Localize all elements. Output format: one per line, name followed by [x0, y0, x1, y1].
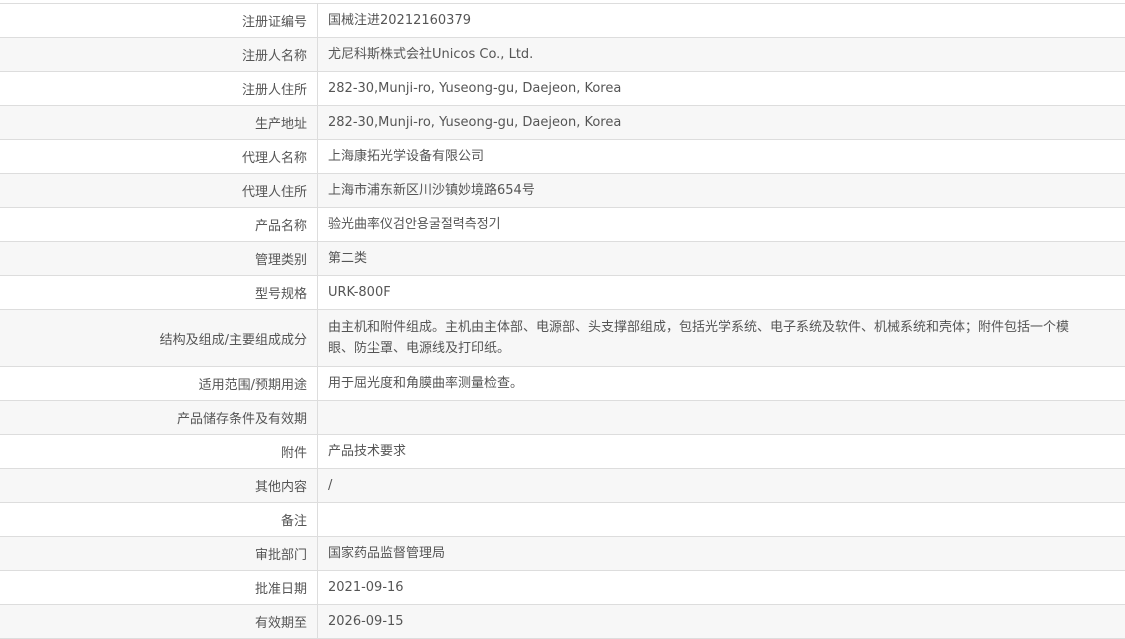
field-value: 验光曲率仪검안용굴절력측정기: [328, 217, 501, 232]
field-value-cell: 由主机和附件组成。主机由主体部、电源部、头支撑部组成，包括光学系统、电子系统及软…: [318, 310, 1125, 366]
field-value: /: [328, 478, 333, 493]
field-value-cell: 2021-09-16: [318, 571, 1125, 604]
field-value: 国械注进20212160379: [328, 13, 471, 28]
field-label: 注册证编号: [0, 4, 318, 37]
field-value: 上海康拓光学设备有限公司: [328, 149, 485, 164]
table-row: 管理类别 第二类: [0, 242, 1125, 276]
field-label: 管理类别: [0, 242, 318, 275]
table-row: 型号规格 URK-800F: [0, 276, 1125, 310]
field-value-cell: 282-30,Munji-ro, Yuseong-gu, Daejeon, Ko…: [318, 72, 1125, 105]
field-label: 附件: [0, 435, 318, 468]
field-label: 生产地址: [0, 106, 318, 139]
table-row: 注册人住所 282-30,Munji-ro, Yuseong-gu, Daejeo…: [0, 72, 1125, 106]
field-value-cell: 282-30,Munji-ro, Yuseong-gu, Daejeon, Ko…: [318, 106, 1125, 139]
field-value: 国家药品监督管理局: [328, 546, 446, 561]
field-value: 用于屈光度和角膜曲率测量检查。: [328, 376, 524, 391]
table-row: 注册证编号 国械注进20212160379: [0, 4, 1125, 38]
field-value-cell: 国家药品监督管理局: [318, 537, 1125, 570]
field-value: 2021-09-16: [328, 580, 404, 595]
field-label: 代理人名称: [0, 140, 318, 173]
table-row: 生产地址 282-30,Munji-ro, Yuseong-gu, Daejeon…: [0, 106, 1125, 140]
table-row: 注册人名称 尤尼科斯株式会社Unicos Co., Ltd.: [0, 38, 1125, 72]
field-value: 第二类: [328, 251, 368, 266]
field-value: 282-30,Munji-ro, Yuseong-gu, Daejeon, Ko…: [328, 115, 622, 130]
table-row: 产品储存条件及有效期: [0, 401, 1125, 435]
field-value-cell: 第二类: [318, 242, 1125, 275]
field-label: 批准日期: [0, 571, 318, 604]
table-row: 适用范围/预期用途 用于屈光度和角膜曲率测量检查。: [0, 367, 1125, 401]
table-row: 其他内容 /: [0, 469, 1125, 503]
field-value-cell: 产品技术要求: [318, 435, 1125, 468]
field-value-cell: 用于屈光度和角膜曲率测量检查。: [318, 367, 1125, 400]
field-label: 有效期至: [0, 605, 318, 638]
field-value-cell: 上海市浦东新区川沙镇妙境路654号: [318, 174, 1125, 207]
field-label: 备注: [0, 503, 318, 536]
field-label: 产品名称: [0, 208, 318, 241]
field-label: 审批部门: [0, 537, 318, 570]
table-row: 批准日期 2021-09-16: [0, 571, 1125, 605]
table-row: 审批部门 国家药品监督管理局: [0, 537, 1125, 571]
field-label: 产品储存条件及有效期: [0, 401, 318, 434]
field-value-cell: URK-800F: [318, 276, 1125, 309]
field-label: 注册人住所: [0, 72, 318, 105]
table-row: 结构及组成/主要组成成分 由主机和附件组成。主机由主体部、电源部、头支撑部组成，包…: [0, 310, 1125, 367]
field-value: 上海市浦东新区川沙镇妙境路654号: [328, 183, 535, 198]
field-value: 2026-09-15: [328, 614, 404, 629]
field-value: 尤尼科斯株式会社Unicos Co., Ltd.: [328, 47, 534, 62]
registration-detail-table: 注册证编号 国械注进20212160379 注册人名称 尤尼科斯株式会社Unicos …: [0, 3, 1125, 639]
table-row: 附件 产品技术要求: [0, 435, 1125, 469]
field-value-cell: [318, 503, 1125, 536]
field-label: 适用范围/预期用途: [0, 367, 318, 400]
table-row: 产品名称 验光曲率仪검안용굴절력측정기: [0, 208, 1125, 242]
field-value: 由主机和附件组成。主机由主体部、电源部、头支撑部组成，包括光学系统、电子系统及软…: [328, 320, 1070, 335]
field-value: 282-30,Munji-ro, Yuseong-gu, Daejeon, Ko…: [328, 81, 622, 96]
field-value-cell: 尤尼科斯株式会社Unicos Co., Ltd.: [318, 38, 1125, 71]
field-value-cell: 上海康拓光学设备有限公司: [318, 140, 1125, 173]
field-value-cell: [318, 401, 1125, 434]
field-label: 其他内容: [0, 469, 318, 502]
table-row: 代理人住所 上海市浦东新区川沙镇妙境路654号: [0, 174, 1125, 208]
field-value: 产品技术要求: [328, 444, 407, 459]
field-value-cell: /: [318, 469, 1125, 502]
field-value-cell: 验光曲率仪검안용굴절력측정기: [318, 208, 1125, 241]
table-row: 有效期至 2026-09-15: [0, 605, 1125, 639]
field-value: URK-800F: [328, 285, 391, 300]
field-label: 代理人住所: [0, 174, 318, 207]
field-value-line2: 眼、防尘罩、电源线及打印纸。: [328, 341, 511, 356]
field-value-cell: 2026-09-15: [318, 605, 1125, 638]
field-value-cell: 国械注进20212160379: [318, 4, 1125, 37]
table-row: 备注: [0, 503, 1125, 537]
field-label: 结构及组成/主要组成成分: [0, 310, 318, 366]
table-row: 代理人名称 上海康拓光学设备有限公司: [0, 140, 1125, 174]
field-label: 注册人名称: [0, 38, 318, 71]
field-label: 型号规格: [0, 276, 318, 309]
